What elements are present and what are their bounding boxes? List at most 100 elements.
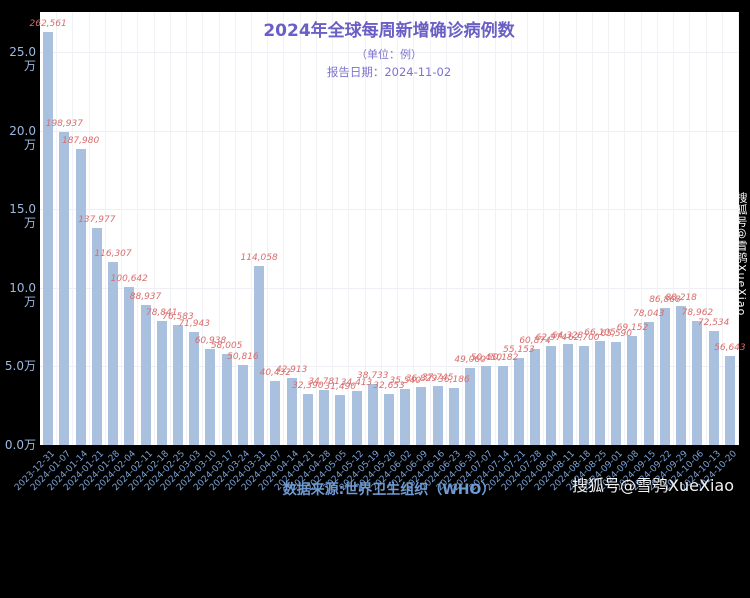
bar-value-label: 100,642	[110, 273, 148, 284]
gridline-vertical	[153, 12, 155, 445]
bar-2024-08-04[interactable]	[546, 346, 557, 445]
bar-value-label: 114,058	[240, 252, 278, 263]
chart-root: 2024年全球每周新增确诊病例数 （单位：例） 报告日期：2024-11-02 …	[4, 12, 748, 498]
gridline-horizontal	[40, 287, 738, 289]
gridline-vertical	[413, 12, 415, 445]
bar-value-label: 72,534	[697, 317, 730, 328]
bar-value-label: 66,105	[584, 328, 616, 339]
bar-2024-08-11[interactable]	[562, 343, 573, 445]
bar-value-label: 37,745	[421, 372, 454, 383]
bar-2024-07-21[interactable]	[513, 358, 524, 445]
gridline-horizontal	[40, 366, 738, 368]
gridline-vertical	[591, 12, 593, 445]
gridline-vertical	[673, 12, 675, 445]
bar-2024-02-25[interactable]	[172, 324, 183, 445]
bar-2024-09-08[interactable]	[627, 336, 638, 445]
bar-2024-05-19[interactable]	[367, 384, 378, 445]
bar-2024-09-01[interactable]	[611, 341, 622, 445]
bar-value-label: 76,583	[162, 311, 194, 322]
bar-value-label: 36,829	[405, 374, 438, 385]
bar-value-label: 32,390	[292, 381, 324, 392]
bar-2024-09-22[interactable]	[659, 308, 670, 445]
bar-value-label: 56,643	[714, 342, 746, 353]
bar-2024-04-14[interactable]	[286, 377, 297, 445]
bar-2024-06-30[interactable]	[465, 367, 476, 445]
bar-2024-05-05[interactable]	[335, 395, 346, 445]
gridline-vertical	[332, 12, 334, 445]
bar-2023-12-31[interactable]	[43, 32, 54, 445]
gridline-vertical	[510, 12, 512, 445]
bar-value-label: 71,943	[178, 318, 210, 329]
y-axis-label: 20.0万	[9, 123, 36, 152]
bar-value-label: 34,413	[340, 377, 373, 388]
gridline-vertical	[559, 12, 561, 445]
gridline-vertical	[315, 12, 317, 445]
bar-2024-06-09[interactable]	[416, 387, 427, 445]
watermark-bottom: 搜狐号@雪鸮XueXiao	[572, 476, 734, 495]
gridline-vertical	[88, 12, 90, 445]
chart-title: 2024年全球每周新增确诊病例数	[263, 21, 515, 41]
bar-2024-01-21[interactable]	[91, 228, 102, 445]
gridline-vertical	[234, 12, 236, 445]
gridline-horizontal	[40, 209, 738, 211]
bar-2024-05-12[interactable]	[351, 390, 362, 445]
bar-2024-02-04[interactable]	[124, 286, 135, 445]
bar-2024-03-31[interactable]	[254, 265, 265, 445]
bar-2024-02-11[interactable]	[140, 305, 151, 445]
bar-value-label: 69,152	[616, 323, 649, 334]
bar-value-label: 60,874	[519, 336, 551, 347]
bar-2024-10-20[interactable]	[724, 355, 735, 445]
bar-value-label: 65,590	[600, 328, 633, 339]
gridline-vertical	[543, 12, 545, 445]
bar-value-label: 88,218	[665, 293, 697, 304]
bar-2024-03-03[interactable]	[189, 331, 200, 445]
bar-2024-03-10[interactable]	[205, 349, 216, 445]
bar-value-label: 36,186	[438, 375, 470, 386]
gridline-vertical	[445, 12, 447, 445]
gridline-horizontal	[40, 130, 738, 132]
bar-2024-03-24[interactable]	[237, 365, 248, 445]
bar-2024-04-21[interactable]	[302, 394, 313, 445]
bar-2024-07-14[interactable]	[497, 366, 508, 445]
bar-2024-10-13[interactable]	[708, 330, 719, 445]
gridline-vertical	[397, 12, 399, 445]
y-axis-label: 0.0万	[4, 438, 36, 452]
gridline-vertical	[738, 12, 739, 445]
bar-2024-10-06[interactable]	[692, 320, 703, 445]
bar-2024-02-18[interactable]	[156, 321, 167, 445]
bar-value-label: 64,328	[551, 330, 584, 341]
gridline-vertical	[218, 12, 220, 445]
bar-2024-08-25[interactable]	[595, 341, 606, 445]
gridline-vertical	[364, 12, 366, 445]
bar-2024-06-23[interactable]	[448, 388, 459, 445]
bar-value-label: 50,450	[470, 352, 503, 363]
plot-area	[40, 12, 739, 445]
bar-2024-04-28[interactable]	[319, 390, 330, 445]
bar-value-label: 31,490	[324, 382, 357, 393]
bar-value-label: 187,980	[61, 136, 100, 147]
bar-value-label: 262,561	[29, 19, 67, 30]
bar-2024-07-07[interactable]	[481, 365, 492, 445]
bar-2024-08-18[interactable]	[578, 346, 589, 445]
gridline-vertical	[72, 12, 74, 445]
bar-value-label: 40,432	[259, 368, 292, 379]
bar-2024-01-07[interactable]	[59, 132, 70, 445]
bar-2024-01-28[interactable]	[108, 262, 119, 445]
bar-value-label: 42,913	[275, 364, 308, 375]
bar-2024-09-15[interactable]	[643, 322, 654, 445]
gridline-vertical	[348, 12, 350, 445]
bar-2024-06-02[interactable]	[400, 389, 411, 445]
bar-value-label: 35,540	[389, 376, 421, 387]
bar-2024-05-26[interactable]	[384, 393, 394, 445]
bar-2024-03-17[interactable]	[221, 353, 232, 445]
bar-2024-06-16[interactable]	[432, 385, 443, 445]
gridline-vertical	[721, 12, 723, 445]
bar-value-label: 32,653	[373, 380, 405, 391]
bar-2024-01-14[interactable]	[75, 149, 86, 445]
bar-2024-07-28[interactable]	[530, 349, 541, 445]
gridline-vertical	[202, 12, 204, 445]
gridline-vertical	[169, 12, 171, 445]
bar-2024-04-07[interactable]	[270, 381, 281, 445]
bar-value-label: 116,307	[94, 249, 132, 260]
bar-2024-09-29[interactable]	[676, 306, 687, 445]
